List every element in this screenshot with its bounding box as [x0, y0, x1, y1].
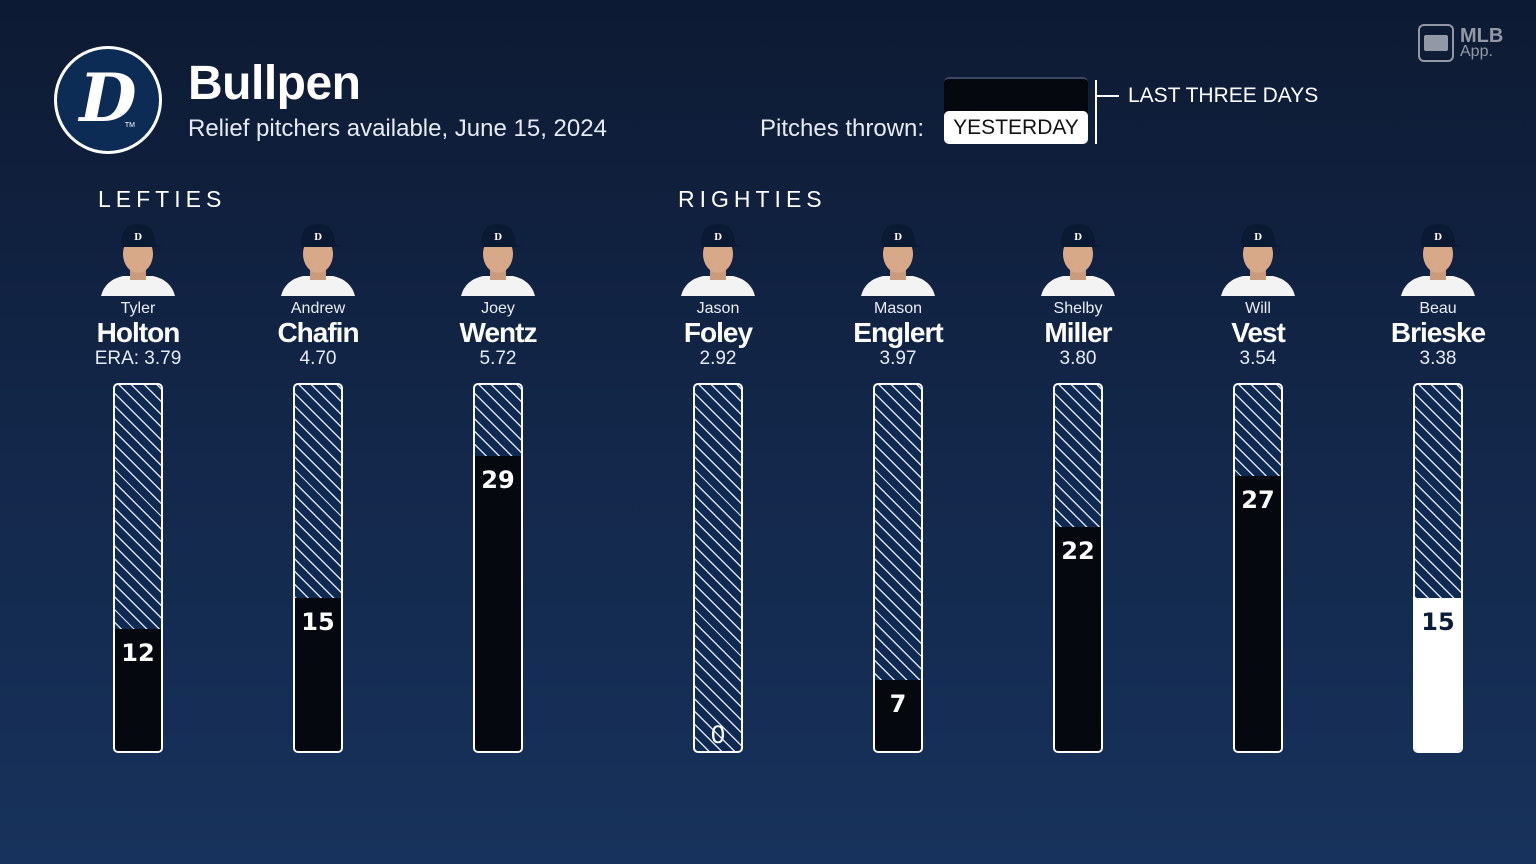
tigers-logo: D TM	[54, 46, 162, 154]
player-card: D Andrew Chafin 4.70	[238, 218, 398, 370]
svg-text:D: D	[494, 233, 502, 243]
player-last-name: Vest	[1231, 317, 1286, 348]
player-first-name: Andrew	[290, 300, 346, 317]
svg-text:D: D	[1434, 233, 1442, 243]
pitch-count-label: 29	[481, 466, 515, 494]
pitch-count-bar: 29	[473, 383, 523, 753]
pitches-thrown-label: Pitches thrown:	[760, 115, 925, 142]
svg-text:D: D	[134, 233, 142, 243]
mlb-logo-icon	[1418, 24, 1454, 62]
player-card: D Mason Englert 3.97	[818, 218, 978, 370]
player-headshot-icon: D	[1041, 224, 1115, 296]
player-headshot-icon: D	[281, 224, 355, 296]
player-card: D Jason Foley 2.92	[638, 218, 798, 370]
page-subtitle: Relief pitchers available, June 15, 2024	[188, 115, 607, 142]
svg-text:D: D	[1254, 233, 1262, 243]
player-last-name: Brieske	[1390, 317, 1486, 348]
toggle-option-last-three-days[interactable]	[944, 77, 1088, 113]
svg-text:D: D	[314, 233, 322, 243]
player-headshot-icon: D	[1401, 224, 1475, 296]
player-last-name: Wentz	[459, 317, 538, 348]
player-era: ERA: 3.79	[94, 348, 182, 369]
player-last-name: Chafin	[277, 317, 359, 348]
pitch-count-bar: 15	[1413, 383, 1463, 753]
righties-label: RIGHTIES	[678, 186, 827, 212]
pitch-count-fill: 27	[1235, 476, 1281, 751]
logo-letter: D	[79, 59, 137, 137]
player-card: D Beau Brieske 3.38	[1358, 218, 1518, 370]
player-era: 3.54	[1239, 348, 1277, 369]
player-first-name: Jason	[696, 300, 740, 317]
pitch-count-bar: 15	[293, 383, 343, 753]
pitch-count-fill: 15	[1415, 598, 1461, 751]
player-era: 5.72	[479, 348, 517, 369]
player-first-name: Tyler	[120, 300, 156, 317]
pitch-count-fill: 7	[875, 680, 921, 751]
player-last-name: Foley	[683, 317, 753, 348]
last-three-days-label: LAST THREE DAYS	[1128, 84, 1319, 107]
svg-text:D: D	[894, 233, 902, 243]
player-headshot-icon: D	[461, 224, 535, 296]
page-title: Bullpen	[188, 57, 361, 110]
player-headshot-icon: D	[861, 224, 935, 296]
svg-text:D: D	[1074, 233, 1082, 243]
pitch-count-bar: 12	[113, 383, 163, 753]
toggle-bracket-tick	[1095, 95, 1119, 97]
pitch-count-label: 15	[1421, 608, 1455, 636]
logo-trademark: TM	[124, 122, 135, 129]
player-card: D Will Vest 3.54	[1178, 218, 1338, 370]
pitch-count-bar: 22	[1053, 383, 1103, 753]
pitch-count-bar: 7	[873, 383, 923, 753]
pitch-count-label: 0	[710, 721, 726, 749]
pitch-count-bar: 0	[693, 383, 743, 753]
lefties-label: LEFTIES	[98, 186, 227, 212]
player-card: D Tyler Holton ERA: 3.79	[58, 218, 218, 370]
player-era: 2.92	[699, 348, 737, 369]
player-first-name: Shelby	[1053, 300, 1103, 317]
mlb-logo-subtext: App.	[1460, 43, 1493, 60]
player-headshot-icon: D	[1221, 224, 1295, 296]
pitch-count-label: 7	[889, 690, 907, 718]
svg-text:D: D	[714, 233, 722, 243]
player-era: 3.80	[1059, 348, 1097, 369]
toggle-option-yesterday[interactable]: YESTERDAY	[944, 111, 1088, 144]
pitch-count-fill: 29	[475, 456, 521, 751]
pitch-count-label: 12	[121, 639, 155, 667]
pitch-count-fill: 15	[295, 598, 341, 751]
player-first-name: Beau	[1419, 300, 1457, 317]
player-last-name: Holton	[96, 317, 181, 348]
pitch-count-bar: 27	[1233, 383, 1283, 753]
player-card: D Shelby Miller 3.80	[998, 218, 1158, 370]
pitch-count-label: 22	[1061, 537, 1095, 565]
player-last-name: Miller	[1044, 317, 1112, 348]
player-last-name: Englert	[853, 317, 943, 348]
pitch-count-label: 15	[301, 608, 335, 636]
pitch-count-fill: 22	[1055, 527, 1101, 751]
player-era: 3.38	[1419, 348, 1457, 369]
pitch-count-label: 27	[1241, 486, 1275, 514]
player-era: 4.70	[299, 348, 337, 369]
player-era: 3.97	[879, 348, 917, 369]
player-first-name: Mason	[873, 300, 923, 317]
toggle-bracket-line	[1095, 80, 1097, 144]
player-card: D Joey Wentz 5.72	[418, 218, 578, 370]
mlb-app-logo: MLB App.	[1418, 24, 1503, 62]
player-headshot-icon: D	[681, 224, 755, 296]
player-headshot-icon: D	[101, 224, 175, 296]
pitch-count-fill: 12	[115, 629, 161, 751]
player-first-name: Will	[1245, 300, 1271, 317]
player-first-name: Joey	[481, 300, 515, 317]
mlb-logo-text: MLB	[1460, 25, 1504, 47]
